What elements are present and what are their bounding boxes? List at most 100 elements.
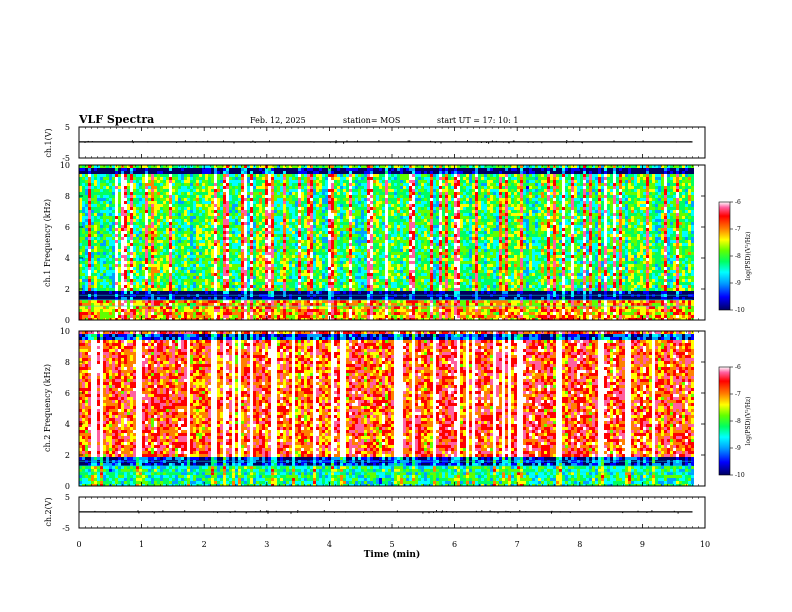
spectrogram-cell	[130, 264, 133, 267]
spectrogram-cell	[172, 177, 175, 180]
waveform-sample	[566, 142, 567, 143]
spectrogram-cell	[160, 303, 163, 306]
spectrogram-cell	[112, 267, 115, 270]
spectrogram-cell	[154, 171, 157, 174]
spectrogram-cell	[160, 228, 163, 231]
spectrogram-cell	[109, 207, 112, 210]
spectrogram-cell	[94, 303, 97, 306]
spectrogram-cell	[160, 258, 163, 261]
spectrogram-cell	[109, 258, 112, 261]
spectrogram-cell	[142, 258, 145, 261]
spectrogram-cell	[94, 258, 97, 261]
spectrogram-cell	[94, 213, 97, 216]
spectrogram-cell	[106, 264, 109, 267]
spectrogram-cell	[112, 192, 115, 195]
waveform-sample	[528, 142, 529, 143]
spectrogram-cell	[106, 174, 109, 177]
spectrogram-cell	[115, 234, 118, 237]
spectrogram-cell	[145, 183, 148, 186]
spectrogram-cell	[139, 309, 142, 312]
spectrogram-cell	[121, 174, 124, 177]
spectrogram-cell	[112, 258, 115, 261]
spectrogram-cell	[145, 204, 148, 207]
spectrogram-cell	[163, 282, 166, 285]
spectrogram-cell	[148, 300, 151, 303]
spectrogram-cell	[127, 279, 130, 282]
spectrogram-cell	[100, 186, 103, 189]
spectrogram-cell	[145, 285, 148, 288]
spectrogram-cell	[121, 276, 124, 279]
spectrogram-cell	[127, 270, 130, 273]
spectrogram-cell	[142, 285, 145, 288]
spectrogram-cell	[139, 270, 142, 273]
spectrogram-cell	[133, 177, 136, 180]
spectrogram-cell	[115, 177, 118, 180]
waveform-sample	[250, 142, 251, 143]
spectrogram-cell	[151, 246, 154, 249]
spectrogram-cell	[127, 195, 130, 198]
spectrogram-cell	[154, 279, 157, 282]
spectrogram-cell	[82, 246, 85, 249]
spectrogram-cell	[106, 210, 109, 213]
spectrogram-cell	[142, 237, 145, 240]
spectrogram-cell	[85, 219, 88, 222]
spectrogram-cell	[136, 246, 139, 249]
spectrogram-cell	[118, 252, 121, 255]
spectrogram-cell	[118, 288, 121, 291]
spectrogram-cell	[148, 195, 151, 198]
spectrogram-cell	[121, 210, 124, 213]
spectrogram-cell	[85, 228, 88, 231]
spectrogram-cell	[166, 180, 169, 183]
spectrogram-cell	[148, 204, 151, 207]
spectrogram-cell	[103, 312, 106, 315]
spectrogram-cell	[103, 177, 106, 180]
spectrogram-cell	[124, 306, 127, 309]
spectrogram-cell	[160, 276, 163, 279]
spectrogram-cell	[166, 309, 169, 312]
waveform-sample	[430, 141, 431, 142]
spectrogram-cell	[148, 219, 151, 222]
spectrogram-cell	[118, 195, 121, 198]
spectrogram-cell	[88, 258, 91, 261]
waveform-sample	[572, 141, 573, 142]
spectrogram-cell	[169, 261, 172, 264]
spectrogram-cell	[97, 255, 100, 258]
spectrogram-cell	[124, 273, 127, 276]
spectrogram-cell	[91, 207, 94, 210]
spectrogram-cell	[118, 291, 121, 294]
spectrogram-cell	[139, 243, 142, 246]
spectrogram-cell	[118, 234, 121, 237]
spectrogram-cell	[91, 222, 94, 225]
spectrogram-cell	[115, 228, 118, 231]
spectrogram-cell	[142, 201, 145, 204]
spectrogram-cell	[97, 207, 100, 210]
spectrogram-cell	[127, 252, 130, 255]
spectrogram-cell	[166, 279, 169, 282]
spectrogram-cell	[136, 168, 139, 171]
spectrogram-cell	[148, 270, 151, 273]
spectrogram-cell	[145, 243, 148, 246]
spectrogram-cell	[157, 261, 160, 264]
spectrogram-cell	[85, 192, 88, 195]
waveform-sample	[690, 141, 691, 142]
spectrogram-cell	[100, 171, 103, 174]
spectrogram-cell	[163, 315, 166, 318]
spectrogram-cell	[118, 306, 121, 309]
spectrogram-cell	[154, 312, 157, 315]
spectrogram-cell	[109, 261, 112, 264]
chart-title: VLF Spectra	[78, 113, 154, 126]
station-label: station= MOS	[343, 116, 400, 125]
spectrogram-cell	[94, 207, 97, 210]
spectrogram-cell	[121, 285, 124, 288]
spectrogram-cell	[115, 201, 118, 204]
waveform-sample	[477, 142, 478, 143]
spectrogram-cell	[94, 270, 97, 273]
spectrogram-cell	[148, 222, 151, 225]
spectrogram-cell	[148, 252, 151, 255]
spectrogram-cell	[127, 246, 130, 249]
spectrogram-cell	[160, 315, 163, 318]
spectrogram-cell	[163, 237, 166, 240]
spectrogram-cell	[121, 315, 124, 318]
spectrogram-cell	[151, 267, 154, 270]
